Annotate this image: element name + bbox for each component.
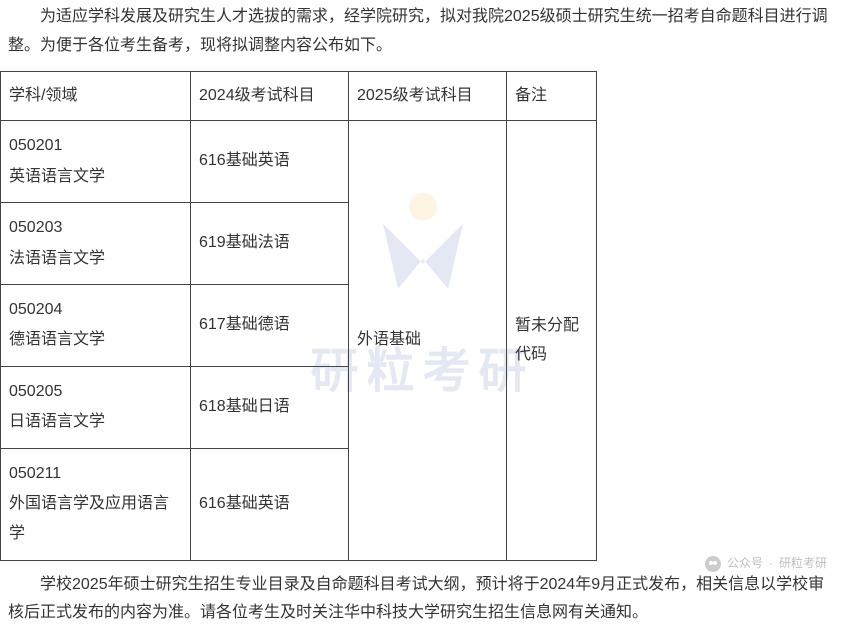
exam2024-cell: 616基础英语 xyxy=(191,448,349,560)
note-merged-cell: 暂未分配代码 xyxy=(507,121,597,560)
subject-name: 英语语言文学 xyxy=(9,162,182,192)
exam2024-cell: 616基础英语 xyxy=(191,121,349,203)
header-field: 学科/领域 xyxy=(1,71,191,121)
subject-cell: 050204 德语语言文学 xyxy=(1,284,191,366)
subject-name: 外国语言学及应用语言学 xyxy=(9,489,182,550)
header-exam2024: 2024级考试科目 xyxy=(191,71,349,121)
subject-code: 050201 xyxy=(9,131,182,161)
header-exam2025: 2025级考试科目 xyxy=(349,71,507,121)
exam2024-cell: 617基础德语 xyxy=(191,284,349,366)
subject-adjustment-table: 学科/领域 2024级考试科目 2025级考试科目 备注 050201 英语语言… xyxy=(0,71,597,561)
table-row: 050201 英语语言文学 616基础英语 外语基础 暂未分配代码 xyxy=(1,121,597,203)
exam2024-cell: 619基础法语 xyxy=(191,203,349,285)
subject-code: 050204 xyxy=(9,295,182,325)
table-header-row: 学科/领域 2024级考试科目 2025级考试科目 备注 xyxy=(1,71,597,121)
outro-paragraph: 学校2025年硕士研究生招生专业目录及自命题科目考试大纲，预计将于2024年9月… xyxy=(0,561,845,631)
subject-name: 德语语言文学 xyxy=(9,325,182,355)
subject-code: 050205 xyxy=(9,377,182,407)
subject-cell: 050211 外国语言学及应用语言学 xyxy=(1,448,191,560)
exam2025-merged-cell: 外语基础 xyxy=(349,121,507,560)
intro-paragraph: 为适应学科发展及研究生人才选拔的需求，经学院研究，拟对我院2025级硕士研究生统… xyxy=(0,0,845,71)
subject-code: 050203 xyxy=(9,213,182,243)
subject-code: 050211 xyxy=(9,459,182,489)
subject-name: 日语语言文学 xyxy=(9,407,182,437)
subject-cell: 050203 法语语言文学 xyxy=(1,203,191,285)
header-note: 备注 xyxy=(507,71,597,121)
exam2024-cell: 618基础日语 xyxy=(191,366,349,448)
subject-name: 法语语言文学 xyxy=(9,244,182,274)
subject-cell: 050201 英语语言文学 xyxy=(1,121,191,203)
subject-cell: 050205 日语语言文学 xyxy=(1,366,191,448)
